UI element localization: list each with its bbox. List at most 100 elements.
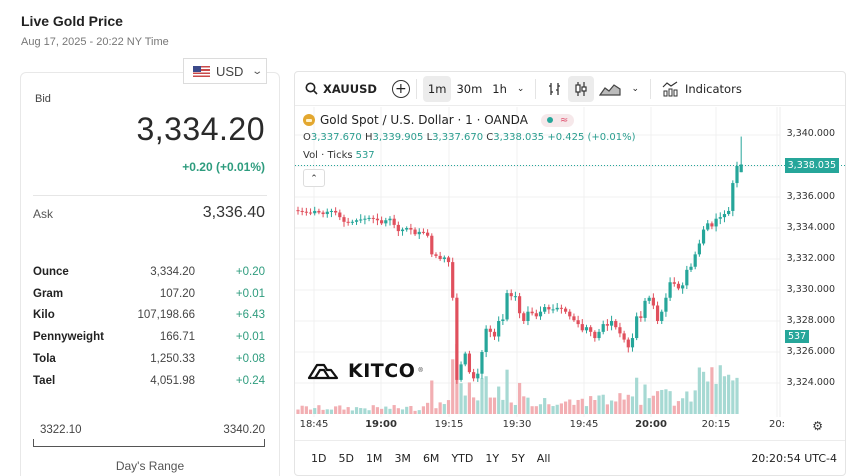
unit-price: 107,198.66 [137,309,195,322]
x-tick: 19:45 [569,419,599,430]
volume-label: Vol · Ticks [303,150,353,161]
ask-label: Ask [33,207,54,221]
last-price-tag: 3,338.035 [784,158,839,173]
bid-label: Bid [35,93,51,105]
range-6m[interactable]: 6M [422,452,440,465]
toolbar-divider [415,78,417,99]
x-tick: 19:15 [434,419,464,430]
unit-change: +0.20 [235,265,265,278]
range-5y[interactable]: 5Y [511,452,525,465]
chevron-down-icon: ⌄ [631,83,639,94]
y-axis-label: 3,324.000 [786,377,835,388]
chart-panel: XAUUSD + 1m 30m 1h ⌄ ⌄ Indicators Gold S… [294,71,846,476]
page-title: Live Gold Price [21,13,123,29]
unit-name: Tola [33,353,56,366]
unit-name: Ounce [33,265,69,278]
unit-row-pennyweight: Pennyweight 166.71 +0.01 [33,326,265,348]
range-1d[interactable]: 1D [311,452,327,465]
unit-price: 166.71 [159,331,195,344]
chart-legend-title: Gold Spot / U.S. Dollar · 1 · OANDA ≈ [303,113,575,127]
currency-value: USD [216,63,244,79]
unit-name: Tael [33,374,56,387]
unit-price: 107.20 [159,287,195,300]
currency-dropdown[interactable]: USD ⌄ [183,58,267,84]
chart-type-dropdown[interactable]: ⌄ [626,76,644,102]
candlestick-chart[interactable] [295,107,846,417]
indicators-label: Indicators [685,81,742,96]
toolbar-divider [535,78,537,99]
unit-name: Gram [33,287,64,300]
y-axis-label: 3,336.000 [786,191,835,202]
collapse-legend-button[interactable]: ⌃ [303,169,325,187]
area-chart-icon [599,83,622,96]
day-range-low: 3322.10 [40,424,82,436]
y-axis-label: 3,330.000 [786,284,835,295]
x-tick: 19:30 [502,419,532,430]
x-tick: 19:00 [365,419,397,430]
interval-1m[interactable]: 1m [422,75,452,102]
range-1m[interactable]: 1M [365,452,383,465]
unit-row-kilo: Kilo 107,198.66 +6.43 [33,305,265,327]
interval-dropdown[interactable]: ⌄ [512,76,530,102]
chevron-up-icon: ⌃ [310,172,318,183]
unit-change: +0.24 [235,374,265,387]
change-value: +0.425 (+0.01%) [547,132,636,143]
unit-name: Kilo [33,309,55,322]
chart-settings-gear-icon[interactable]: ⚙ [812,419,823,433]
bid-change: +0.20 (+0.01%) [182,160,265,174]
timezone-clock[interactable]: 20:20:54 UTC-4 [751,452,837,465]
chevron-down-icon: ⌄ [516,83,525,94]
candles-style-button[interactable] [568,75,595,102]
compare-symbol-button[interactable]: + [391,79,410,98]
range-ytd[interactable]: YTD [451,452,474,465]
date-range-bar: 1D 5D 1M 3M 6M YTD 1Y 5Y All 20:20:54 UT… [295,440,845,475]
bars-icon [549,82,561,95]
instrument-title: Gold Spot / U.S. Dollar · 1 · OANDA [320,113,528,127]
toolbar-divider [650,78,651,99]
kitco-watermark: KITCO ® [307,360,423,382]
unit-change: +6.43 [235,309,265,322]
x-tick: 20: [768,419,786,430]
chart-toolbar: XAUUSD + 1m 30m 1h ⌄ ⌄ Indicators [295,72,845,106]
time-axis[interactable]: 18:45 19:00 19:15 19:30 19:45 20:00 20:1… [295,417,845,435]
page-timestamp: Aug 17, 2025 - 20:22 NY Time [21,36,169,48]
unit-row-ounce: Ounce 3,334.20 +0.20 [33,261,265,283]
area-style-button[interactable] [594,76,626,102]
range-3m[interactable]: 3M [394,452,411,465]
ask-value: 3,336.40 [202,204,265,221]
unit-price: 3,334.20 [150,265,195,278]
unit-name: Pennyweight [33,331,104,344]
unit-change: +0.01 [235,331,265,344]
unit-price: 4,051.98 [150,374,195,387]
unit-change: +0.01 [235,287,265,300]
interval-30m[interactable]: 30m [456,81,483,96]
x-tick: 20:00 [635,419,667,430]
indicators-icon [662,81,678,96]
market-status-pill[interactable]: ≈ [540,113,575,127]
close-value: 3,338.035 [493,132,545,143]
interval-1h[interactable]: 1h [492,81,507,96]
open-value: 3,337.670 [310,132,362,143]
gold-symbol-icon [303,114,315,126]
range-5d[interactable]: 5D [338,452,354,465]
unit-price: 1,250.33 [150,353,195,366]
indicators-button[interactable]: Indicators [657,76,747,102]
range-1y[interactable]: 1Y [485,452,500,465]
ohlc-values: O3,337.670 H3,339.905 L3,337.670 C3,338.… [303,132,636,143]
unit-price-table: Ounce 3,334.20 +0.20 Gram 107.20 +0.01 K… [33,261,265,392]
day-range-label: Day's Range [115,459,185,473]
symbol-label: XAUUSD [323,81,377,96]
plus-icon: + [395,80,407,97]
kitco-wordmark: KITCO [348,360,416,382]
symbol-search-button[interactable]: XAUUSD [295,76,382,102]
market-open-dot-icon [546,117,553,123]
volume-legend: Vol · Ticks 537 [303,150,375,161]
registered-mark: ® [418,368,423,374]
range-all[interactable]: All [536,452,551,465]
unit-row-tael: Tael 4,051.98 +0.24 [33,370,265,392]
y-axis-label: 3,332.000 [786,253,835,264]
bar-style-button[interactable] [542,76,568,102]
high-value: 3,339.905 [372,132,424,143]
bid-value: 3,334.20 [136,111,265,147]
chevron-down-icon: ⌄ [251,65,264,77]
